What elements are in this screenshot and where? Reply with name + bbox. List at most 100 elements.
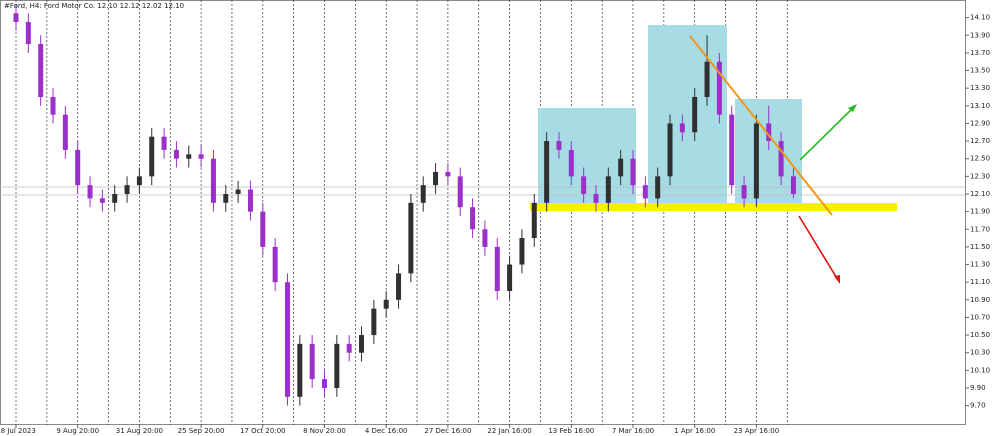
x-tick-label: 27 Dec 16:00 — [424, 427, 471, 435]
y-tick-label: 12.50 — [970, 155, 990, 163]
up-arrow — [799, 105, 856, 161]
support-band — [530, 203, 897, 211]
candle-body — [235, 189, 241, 194]
candle-body — [531, 202, 537, 239]
candle-body — [149, 136, 155, 177]
plot-frame — [0, 0, 966, 425]
y-tick-label: 12.90 — [970, 119, 990, 127]
candle-body — [260, 211, 266, 247]
y-tick-label: 11.50 — [970, 243, 990, 251]
candle-body — [544, 141, 550, 203]
candle-body — [692, 96, 698, 133]
candle-body — [223, 193, 229, 203]
up-arrow-head — [848, 104, 857, 112]
pattern-box — [538, 108, 636, 205]
y-tick-label: 9.70 — [970, 402, 986, 410]
candle-body — [38, 44, 44, 97]
candle-body — [210, 158, 216, 203]
y-tick-label: 12.70 — [970, 137, 990, 145]
candle-body — [13, 13, 19, 23]
candle-body — [778, 141, 784, 177]
pattern-box — [648, 25, 727, 205]
candle-body — [519, 238, 525, 265]
x-tick-label: 13 Feb 16:00 — [548, 427, 594, 435]
candle-body — [766, 123, 772, 142]
candle-body — [679, 123, 685, 133]
y-tick-label: 12.10 — [970, 190, 990, 198]
x-tick-label: 31 Aug 20:00 — [116, 427, 163, 435]
candle-body — [433, 171, 439, 186]
candle-body — [346, 343, 352, 353]
x-tick-label: 1 Apr 16:00 — [674, 427, 715, 435]
y-tick-label: 10.70 — [970, 313, 990, 321]
candle-body — [198, 154, 204, 159]
candle-body — [753, 123, 759, 199]
x-tick-label: 4 Dec 16:00 — [365, 427, 408, 435]
y-tick-label: 10.30 — [970, 349, 990, 357]
y-tick-label: 13.90 — [970, 31, 990, 39]
y-tick-label: 11.30 — [970, 261, 990, 269]
y-tick-label: 13.70 — [970, 49, 990, 57]
candle-body — [50, 96, 56, 115]
candle-body — [457, 176, 463, 208]
candle-body — [99, 198, 105, 203]
candle-body — [186, 154, 192, 159]
x-tick-label: 23 Apr 16:00 — [734, 427, 780, 435]
candle-body — [284, 282, 290, 397]
x-tick-label: 22 Jan 16:00 — [487, 427, 531, 435]
candle-body — [161, 136, 167, 150]
candle-body — [790, 176, 796, 194]
candle-body — [62, 114, 68, 150]
x-tick-label: 7 Mar 16:00 — [612, 427, 654, 435]
candle-body — [136, 176, 142, 186]
candle-body — [741, 185, 747, 199]
x-tick-label: 8 Nov 20:00 — [303, 427, 346, 435]
candle-body — [420, 185, 426, 203]
candle-body — [482, 229, 488, 247]
y-tick-label: 10.90 — [970, 296, 990, 304]
candle-body — [334, 343, 340, 388]
candle-body — [630, 158, 636, 186]
candle-body — [605, 176, 611, 203]
down-arrow-head — [834, 275, 840, 284]
candle-body — [716, 61, 722, 115]
y-tick-label: 13.10 — [970, 102, 990, 110]
y-tick-label: 11.10 — [970, 278, 990, 286]
x-tick-label: 18 Jul 2023 — [0, 427, 36, 435]
candles — [13, 4, 796, 406]
candle-body — [383, 299, 389, 309]
y-tick-label: 13.50 — [970, 67, 990, 75]
candle-body — [359, 335, 365, 353]
candle-body — [655, 176, 661, 199]
candle-body — [556, 141, 562, 150]
candle-body — [309, 343, 315, 380]
x-tick-label: 9 Aug 20:00 — [56, 427, 99, 435]
candle-body — [618, 158, 624, 177]
candle-body — [272, 246, 278, 283]
candle-body — [408, 202, 414, 274]
candle-body — [112, 193, 118, 203]
y-tick-label: 14.10 — [970, 14, 990, 22]
candle-body — [593, 193, 599, 203]
trend-line — [689, 35, 833, 216]
candle-body — [445, 171, 451, 177]
candle-body — [729, 114, 735, 186]
y-tick-label: 11.70 — [970, 225, 990, 233]
candle-body — [173, 149, 179, 159]
y-tick-label: 13.30 — [970, 84, 990, 92]
candle-body — [470, 207, 476, 230]
down-arrow — [798, 215, 839, 281]
candle-body — [667, 123, 673, 177]
candle-body — [25, 22, 31, 45]
candle-body — [75, 149, 81, 186]
candle-body — [371, 308, 377, 336]
candle-body — [297, 343, 303, 397]
candle-body — [247, 189, 253, 212]
candle-body — [507, 264, 513, 291]
y-tick-label: 11.90 — [970, 208, 990, 216]
y-tick-label: 9.90 — [970, 384, 986, 392]
candle-body — [396, 273, 402, 300]
candle-body — [642, 185, 648, 199]
x-tick-label: 25 Sep 20:00 — [178, 427, 225, 435]
